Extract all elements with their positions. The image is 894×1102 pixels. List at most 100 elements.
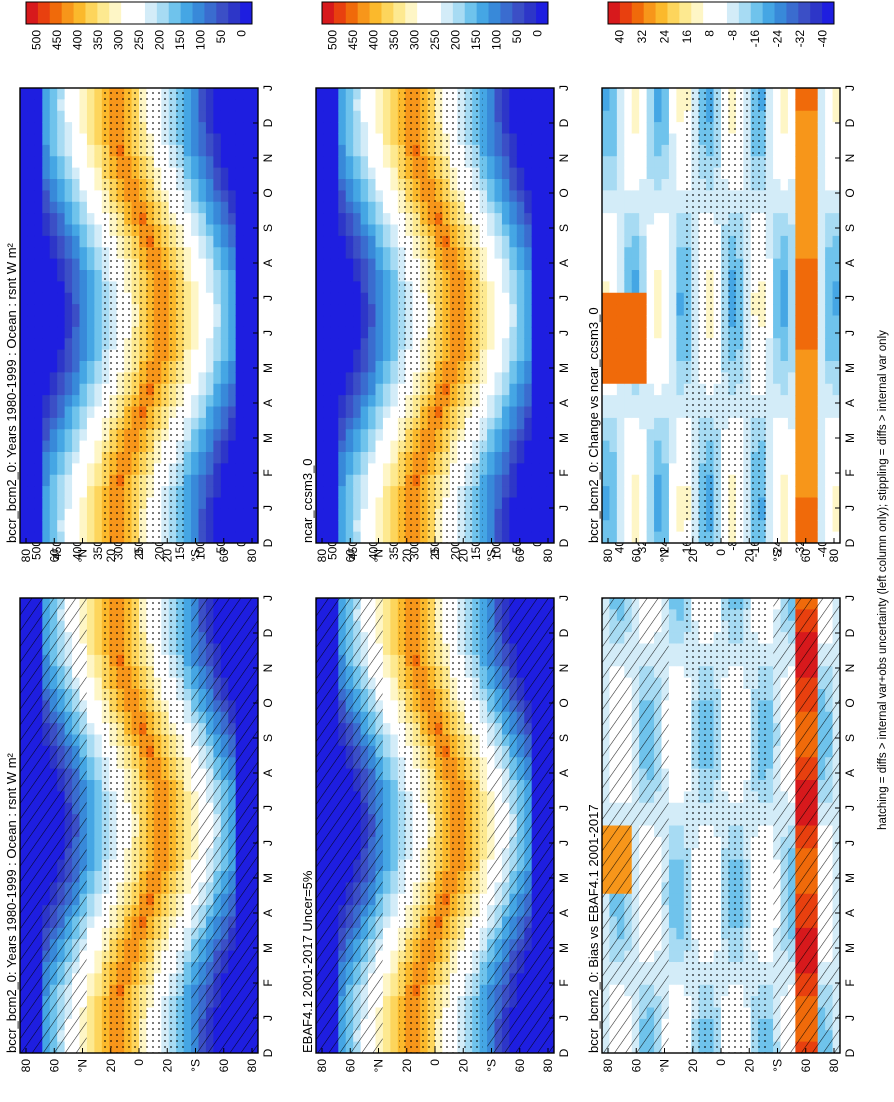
heatmap-cell bbox=[368, 383, 377, 396]
heatmap-cell bbox=[382, 609, 391, 622]
heatmap-cell bbox=[375, 406, 384, 419]
heatmap-cell bbox=[390, 802, 399, 815]
panel-title: bccr_bcm2_0: Years 1980-1999 : Ocean : r… bbox=[4, 752, 19, 1053]
heatmap-cell bbox=[72, 361, 81, 373]
heatmap-cell bbox=[34, 497, 43, 510]
heatmap-cell bbox=[390, 814, 399, 827]
heatmap-cell bbox=[198, 326, 207, 339]
heatmap-cell bbox=[338, 213, 347, 226]
heatmap-cell bbox=[220, 452, 229, 464]
heatmap-cell bbox=[338, 463, 347, 476]
heatmap-cell bbox=[42, 429, 51, 442]
heatmap-cell bbox=[34, 463, 43, 476]
heatmap-cell bbox=[86, 768, 95, 781]
heatmap-cell bbox=[330, 395, 339, 408]
heatmap-cell bbox=[382, 1030, 391, 1043]
lat-tick-label: 20 bbox=[456, 1059, 470, 1073]
heatmap-cell bbox=[20, 179, 29, 191]
heatmap-cell bbox=[360, 88, 369, 100]
heatmap-cell bbox=[86, 486, 95, 499]
heatmap-cell bbox=[316, 417, 325, 430]
colorbar-swatch bbox=[109, 2, 122, 24]
heatmap-cell bbox=[213, 99, 222, 112]
heatmap-cell bbox=[79, 179, 88, 191]
heatmap-cell bbox=[191, 224, 200, 237]
heatmap-cell bbox=[390, 1018, 399, 1031]
heatmap-cell bbox=[86, 122, 95, 135]
heatmap-cell bbox=[20, 383, 29, 396]
heatmap-cell bbox=[27, 315, 36, 328]
heatmap-cell bbox=[323, 224, 332, 237]
heatmap-cell bbox=[34, 190, 43, 203]
heatmap-cell bbox=[368, 508, 377, 521]
heatmap-cell bbox=[27, 520, 36, 533]
heatmap-cell bbox=[79, 417, 88, 430]
lat-tick-label: 0 bbox=[132, 549, 146, 556]
heatmap-cell bbox=[330, 88, 339, 100]
heatmap-cell bbox=[479, 825, 488, 838]
heatmap-cell bbox=[57, 270, 66, 282]
heatmap-cell bbox=[49, 201, 58, 214]
heatmap-cell bbox=[205, 326, 214, 339]
heatmap-cell bbox=[205, 235, 214, 248]
heatmap-cell bbox=[360, 474, 369, 487]
lat-tick-label: 60 bbox=[47, 549, 61, 563]
heatmap-cell bbox=[243, 167, 252, 180]
heatmap-cell bbox=[316, 201, 325, 214]
heatmap-cell bbox=[243, 338, 252, 351]
heatmap-cell bbox=[228, 474, 237, 487]
heatmap-cell bbox=[42, 315, 51, 328]
heatmap-cell bbox=[27, 497, 36, 510]
heatmap-cell bbox=[183, 871, 192, 883]
heatmap-cell bbox=[94, 383, 103, 396]
heatmap-cell bbox=[353, 452, 362, 464]
heatmap-cell bbox=[86, 417, 95, 430]
month-tick-label: A bbox=[261, 909, 275, 917]
heatmap-cell bbox=[191, 349, 200, 362]
heatmap-cell bbox=[382, 996, 391, 1009]
heatmap-cell bbox=[250, 224, 258, 237]
heatmap-cell bbox=[198, 270, 207, 282]
heatmap-cell bbox=[345, 315, 354, 328]
heatmap-cell bbox=[34, 88, 43, 100]
heatmap-cell bbox=[49, 520, 58, 533]
heatmap-cell bbox=[34, 235, 43, 248]
heatmap-cell bbox=[330, 270, 339, 282]
heatmap-cell bbox=[390, 677, 399, 690]
heatmap-cell bbox=[235, 270, 244, 282]
heatmap-cell bbox=[64, 326, 73, 339]
heatmap-cell bbox=[390, 1041, 399, 1053]
heatmap-cell bbox=[338, 326, 347, 339]
heatmap-cell bbox=[375, 258, 384, 271]
heatmap-cell bbox=[382, 213, 391, 226]
heatmap-cell bbox=[243, 383, 252, 396]
heatmap-cell bbox=[345, 349, 354, 362]
heatmap-cell bbox=[183, 349, 192, 362]
heatmap-cell bbox=[382, 179, 391, 191]
heatmap-cell bbox=[250, 201, 258, 214]
heatmap-cell bbox=[213, 167, 222, 180]
heatmap-cell bbox=[390, 440, 399, 453]
heatmap-cell bbox=[382, 654, 391, 667]
heatmap-cell bbox=[183, 486, 192, 499]
heatmap-cell bbox=[213, 395, 222, 408]
lat-tick-label: °S bbox=[189, 1059, 203, 1072]
chart-panel-1: 80 60 °N 20 0 20 °S 60 80DJFMAMJJASONDJbccr_bcm2… bbox=[4, 511, 275, 1072]
heatmap-cell bbox=[72, 167, 81, 180]
heatmap-cell bbox=[220, 270, 229, 282]
chart-panel-2: 80 60 °N 20 0 20 °S 60 80DJFMAMJJASONDJbccr_bcm2… bbox=[4, 1, 275, 563]
heatmap-cell bbox=[72, 270, 81, 282]
heatmap-cell bbox=[390, 757, 399, 770]
heatmap-cell bbox=[49, 270, 58, 282]
heatmap-cell bbox=[198, 497, 207, 510]
heatmap-cell bbox=[345, 429, 354, 442]
heatmap-cell bbox=[330, 531, 339, 543]
heatmap-cell bbox=[213, 304, 222, 317]
heatmap-cell bbox=[390, 848, 399, 861]
heatmap-cell bbox=[198, 395, 207, 408]
heatmap-cell bbox=[27, 326, 36, 339]
heatmap-cell bbox=[338, 133, 347, 146]
heatmap-cell bbox=[368, 258, 377, 271]
heatmap-cell bbox=[183, 711, 192, 724]
heatmap-cell bbox=[220, 281, 229, 294]
